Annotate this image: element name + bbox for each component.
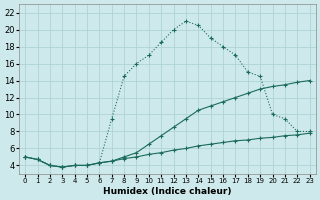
X-axis label: Humidex (Indice chaleur): Humidex (Indice chaleur) <box>103 187 232 196</box>
